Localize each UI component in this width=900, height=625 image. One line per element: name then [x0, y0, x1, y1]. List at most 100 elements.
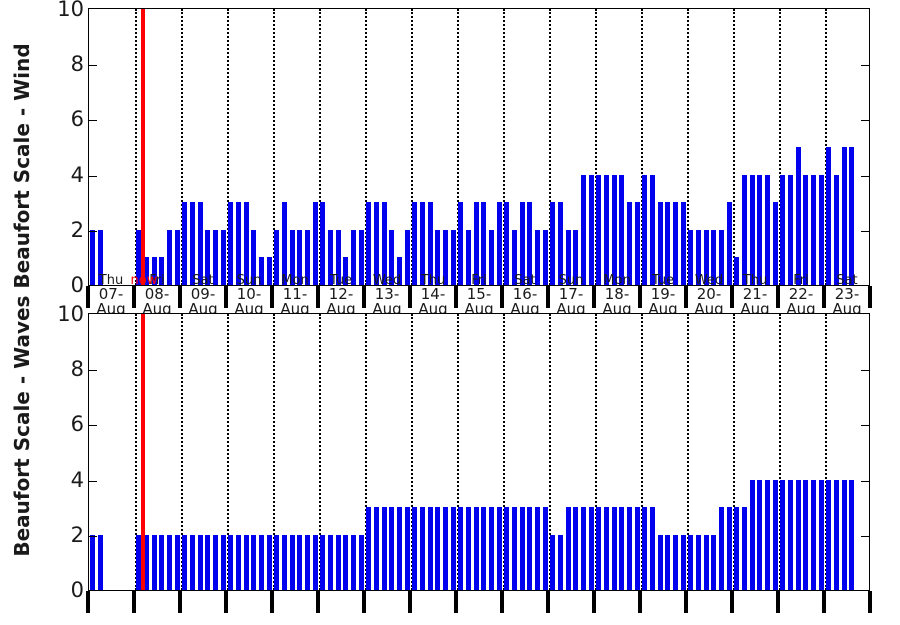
bar — [136, 229, 142, 285]
bar — [174, 229, 180, 285]
bar — [611, 507, 617, 590]
bar — [650, 507, 655, 590]
bar — [504, 202, 510, 285]
bar — [489, 507, 494, 590]
bar — [512, 229, 517, 285]
bar — [535, 507, 540, 590]
bar — [642, 507, 648, 590]
bar — [328, 229, 333, 285]
bar — [719, 229, 724, 285]
bar — [818, 174, 824, 285]
day-date: 13-Aug — [372, 285, 402, 318]
waves-chart-panel: 0 2 4 6 8 10 — [57, 302, 872, 613]
bar — [788, 174, 793, 285]
bar — [228, 202, 234, 285]
day-date: 20-Aug — [694, 285, 724, 318]
y-tick-label: 8 — [70, 52, 84, 77]
day-date: 15-Aug — [464, 285, 494, 318]
bar — [420, 202, 425, 285]
day-separator-tick — [132, 286, 136, 308]
day-gridline — [365, 9, 367, 285]
bar — [159, 534, 165, 590]
y-tick-mark — [89, 230, 97, 232]
bar — [213, 229, 218, 285]
day-gridline — [641, 314, 643, 590]
day-separator-tick — [270, 591, 274, 613]
day-gridline — [595, 9, 597, 285]
day-gridline — [227, 314, 229, 590]
bar — [259, 257, 264, 285]
y-tick-mark — [89, 425, 97, 427]
bar — [412, 507, 418, 590]
bar — [596, 174, 602, 285]
day-separator-tick — [592, 591, 596, 613]
bar — [841, 147, 847, 285]
bar — [167, 229, 172, 285]
bar — [550, 534, 556, 590]
day-gridline — [549, 9, 551, 285]
day-gridline — [457, 314, 459, 590]
bar — [765, 174, 770, 285]
bar — [343, 257, 349, 285]
x-axis-day-label: Wed 20-Aug — [686, 274, 732, 317]
bar — [182, 202, 188, 285]
bar — [90, 229, 96, 285]
day-name: Wed — [694, 273, 724, 288]
day-gridline — [365, 314, 367, 590]
day-date: 10-Aug — [234, 285, 264, 318]
bar — [611, 174, 617, 285]
day-date: 19-Aug — [648, 285, 678, 318]
bar — [205, 534, 211, 590]
bar — [274, 229, 280, 285]
day-gridline — [549, 314, 551, 590]
bar — [841, 479, 847, 590]
day-gridline — [779, 314, 781, 590]
bar — [573, 229, 579, 285]
bar — [144, 534, 149, 590]
weather-beaufort-chart: Beaufort Scale - Waves Beaufort Scale - … — [10, 0, 872, 613]
x-axis-day-label: Sat 16-Aug — [502, 274, 548, 317]
day-gridline — [641, 9, 643, 285]
x-axis-day-label: Thu 14-Aug — [410, 274, 456, 317]
bar — [757, 479, 763, 590]
day-separator-tick — [776, 286, 780, 308]
day-name: Tue — [651, 273, 675, 288]
day-separator-tick — [178, 286, 182, 308]
x-axis-day-label: Thu 07-Aug — [88, 274, 134, 317]
bar — [450, 507, 456, 590]
day-gridline — [733, 9, 735, 285]
day-separator-tick — [500, 286, 504, 308]
bar — [389, 229, 395, 285]
bar — [266, 534, 272, 590]
day-separator-tick — [132, 591, 136, 613]
x-axis-day-label: Thu 21-Aug — [732, 274, 778, 317]
bar — [358, 534, 364, 590]
bar — [374, 507, 379, 590]
x-axis-day-label: Tue 12-Aug — [318, 274, 364, 317]
bar — [481, 202, 487, 285]
bar — [780, 479, 786, 590]
bar — [772, 202, 778, 285]
bar — [581, 174, 586, 285]
bar — [604, 174, 609, 285]
day-gridline — [411, 314, 413, 590]
bar — [596, 507, 602, 590]
bar — [542, 229, 548, 285]
day-name: Thu — [420, 273, 446, 288]
bar — [282, 534, 287, 590]
day-separator-tick — [546, 591, 550, 613]
bar — [703, 229, 709, 285]
day-separator-tick — [408, 286, 412, 308]
day-date: 16-Aug — [510, 285, 540, 318]
bar — [190, 534, 195, 590]
bar — [588, 507, 594, 590]
bar — [343, 534, 349, 590]
bar — [259, 534, 264, 590]
bar — [190, 202, 195, 285]
bar — [297, 534, 303, 590]
bar — [849, 479, 855, 590]
bar — [220, 534, 226, 590]
day-separator-tick — [684, 591, 688, 613]
x-axis-day-label: Sat 23-Aug — [824, 274, 870, 317]
bar — [542, 507, 548, 590]
